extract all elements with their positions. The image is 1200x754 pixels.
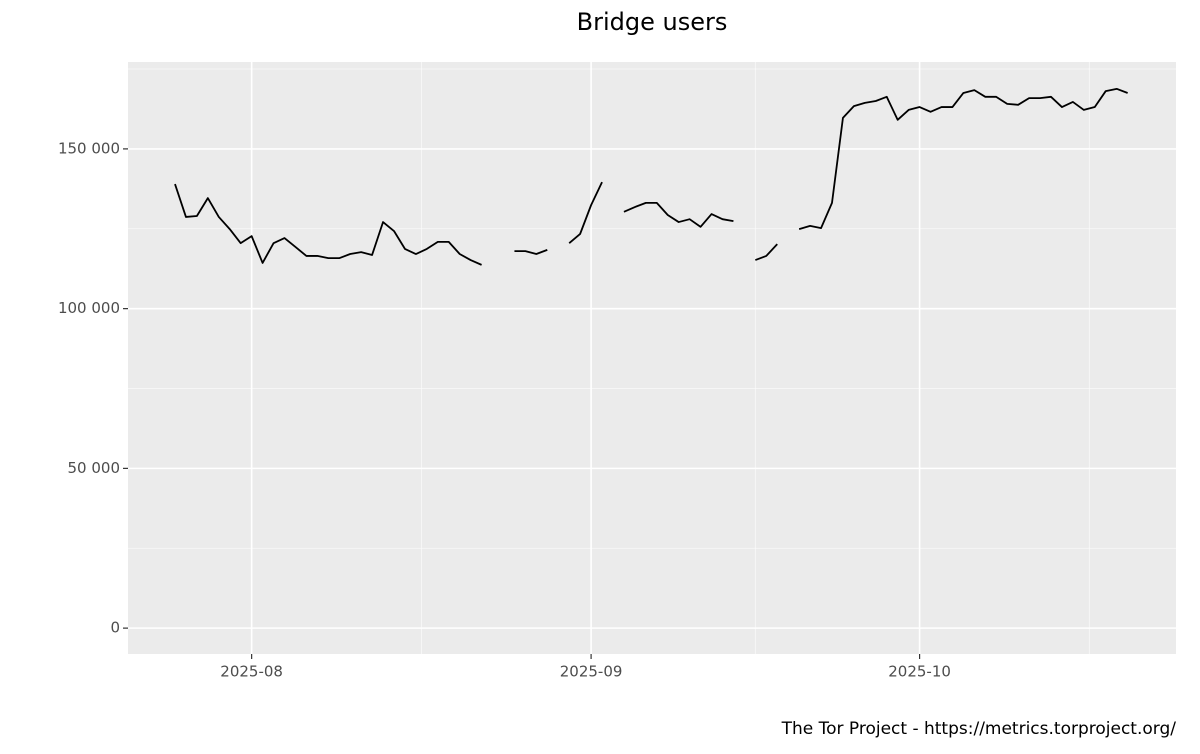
caption: The Tor Project - https://metrics.torpro… xyxy=(781,719,1177,739)
plot-panel xyxy=(128,62,1176,654)
x-tick-label: 2025-08 xyxy=(220,663,283,681)
y-tick-label: 150 000 xyxy=(58,139,120,157)
chart-title: Bridge users xyxy=(577,8,728,36)
data-line xyxy=(174,87,1128,266)
y-tick-label: 100 000 xyxy=(58,299,120,317)
x-tick-label: 2025-10 xyxy=(888,663,951,681)
y-tick-label: 50 000 xyxy=(68,459,121,477)
y-tick-label: 0 xyxy=(110,619,120,637)
x-tick-label: 2025-09 xyxy=(560,663,623,681)
